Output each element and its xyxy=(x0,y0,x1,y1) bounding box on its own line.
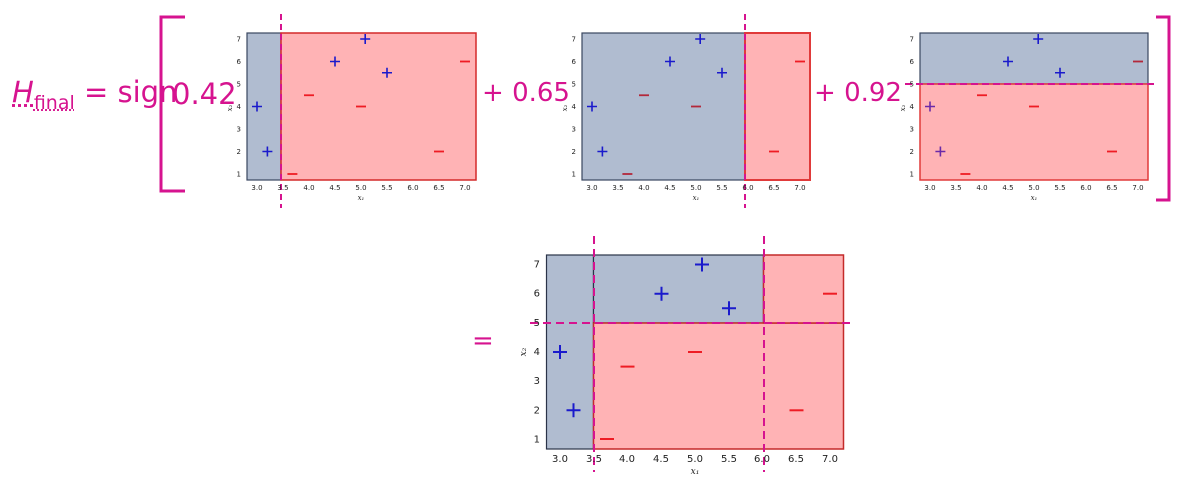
h-subscript: final xyxy=(33,91,75,114)
svg-text:x₁: x₁ xyxy=(358,194,365,202)
svg-text:6: 6 xyxy=(237,58,242,66)
svg-text:2: 2 xyxy=(572,148,576,156)
svg-text:2: 2 xyxy=(237,148,241,156)
weight-1: 0.42 xyxy=(172,77,237,111)
chart-weak-classifier-3: 1 2 3 4 5 6 7 3.0 3.5 4.0 4.5 5.0 5.5 6.… xyxy=(899,32,1156,202)
svg-text:1: 1 xyxy=(534,435,540,446)
svg-text:4.5: 4.5 xyxy=(329,184,340,192)
svg-text:x₁: x₁ xyxy=(693,194,700,202)
svg-text:2: 2 xyxy=(910,148,914,156)
svg-text:3.0: 3.0 xyxy=(586,184,597,192)
chart-final-classifier: 1 2 3 4 5 6 7 3.0 3.5 4.0 4.5 5.0 5.5 6.… xyxy=(519,236,854,477)
weight-2: 0.65 xyxy=(512,78,570,108)
weight-2-term: + 0.65 xyxy=(482,80,570,106)
svg-text:6.5: 6.5 xyxy=(433,184,444,192)
svg-text:5.5: 5.5 xyxy=(1054,184,1065,192)
svg-text:4: 4 xyxy=(910,103,915,111)
svg-text:7.0: 7.0 xyxy=(1132,184,1143,192)
svg-text:4: 4 xyxy=(572,103,577,111)
svg-text:x₂: x₂ xyxy=(561,104,569,111)
svg-text:5: 5 xyxy=(910,81,914,89)
svg-text:5.5: 5.5 xyxy=(381,184,392,192)
svg-text:x₂: x₂ xyxy=(226,104,234,111)
result-equals: = xyxy=(472,326,494,356)
h-symbol: H xyxy=(12,75,34,109)
chart-weak-classifier-2: 1 2 3 4 5 6 7 3.0 3.5 4.0 4.5 5.0 5.5 6.… xyxy=(561,14,811,208)
svg-text:5.5: 5.5 xyxy=(721,454,737,465)
plus-operator: + xyxy=(482,78,504,108)
svg-text:4.0: 4.0 xyxy=(638,184,649,192)
svg-text:4: 4 xyxy=(237,103,242,111)
svg-text:4.5: 4.5 xyxy=(1002,184,1013,192)
svg-text:3.0: 3.0 xyxy=(251,184,262,192)
svg-text:4.0: 4.0 xyxy=(303,184,314,192)
weight-3: 0.92 xyxy=(844,78,902,108)
svg-text:6.5: 6.5 xyxy=(1106,184,1117,192)
svg-text:4.5: 4.5 xyxy=(664,184,675,192)
svg-text:4.0: 4.0 xyxy=(619,454,635,465)
svg-text:3: 3 xyxy=(237,126,241,134)
left-bracket-icon xyxy=(159,15,185,193)
svg-text:6: 6 xyxy=(534,289,540,300)
svg-text:6.0: 6.0 xyxy=(1080,184,1091,192)
svg-text:3.5: 3.5 xyxy=(277,184,288,192)
svg-text:5: 5 xyxy=(534,318,540,329)
svg-text:3.5: 3.5 xyxy=(950,184,961,192)
plus-operator: + xyxy=(814,78,836,108)
svg-text:4: 4 xyxy=(534,347,540,358)
svg-text:6.0: 6.0 xyxy=(754,454,770,465)
svg-text:x₁: x₁ xyxy=(1031,194,1038,202)
svg-text:3: 3 xyxy=(910,126,914,134)
chart-weak-classifier-1: 1 2 3 4 5 6 7 3.0 3.5 4.0 4.5 5.0 5.5 6.… xyxy=(226,14,477,208)
svg-text:7: 7 xyxy=(572,36,576,44)
svg-text:6.5: 6.5 xyxy=(788,454,804,465)
svg-text:4.0: 4.0 xyxy=(976,184,987,192)
svg-text:4.5: 4.5 xyxy=(653,454,669,465)
svg-text:3: 3 xyxy=(572,126,576,134)
svg-text:5.0: 5.0 xyxy=(687,454,703,465)
svg-text:5: 5 xyxy=(237,81,241,89)
svg-text:5: 5 xyxy=(572,81,576,89)
svg-text:x₂: x₂ xyxy=(899,104,907,111)
svg-text:1: 1 xyxy=(910,171,914,179)
svg-text:7.0: 7.0 xyxy=(459,184,470,192)
svg-text:3.5: 3.5 xyxy=(586,454,602,465)
svg-text:x₂: x₂ xyxy=(519,347,529,356)
svg-text:5.0: 5.0 xyxy=(690,184,701,192)
svg-text:7.0: 7.0 xyxy=(794,184,805,192)
svg-text:6.5: 6.5 xyxy=(768,184,779,192)
svg-text:3: 3 xyxy=(534,376,540,387)
svg-text:6: 6 xyxy=(572,58,577,66)
svg-text:5.0: 5.0 xyxy=(1028,184,1039,192)
svg-text:x₁: x₁ xyxy=(691,467,700,477)
svg-text:6: 6 xyxy=(910,58,915,66)
svg-text:1: 1 xyxy=(237,171,241,179)
svg-text:3.5: 3.5 xyxy=(612,184,623,192)
svg-text:3.0: 3.0 xyxy=(924,184,935,192)
svg-text:6.0: 6.0 xyxy=(407,184,418,192)
svg-text:7: 7 xyxy=(910,36,914,44)
weight-3-term: + 0.92 xyxy=(814,80,902,106)
svg-text:2: 2 xyxy=(534,405,540,416)
svg-text:5.0: 5.0 xyxy=(355,184,366,192)
svg-text:7: 7 xyxy=(534,260,540,271)
svg-text:6.0: 6.0 xyxy=(742,184,753,192)
svg-text:5.5: 5.5 xyxy=(716,184,727,192)
right-bracket-icon xyxy=(1156,15,1171,202)
svg-text:7: 7 xyxy=(237,36,241,44)
svg-text:7.0: 7.0 xyxy=(822,454,838,465)
svg-text:1: 1 xyxy=(572,171,576,179)
svg-text:3.0: 3.0 xyxy=(552,454,568,465)
